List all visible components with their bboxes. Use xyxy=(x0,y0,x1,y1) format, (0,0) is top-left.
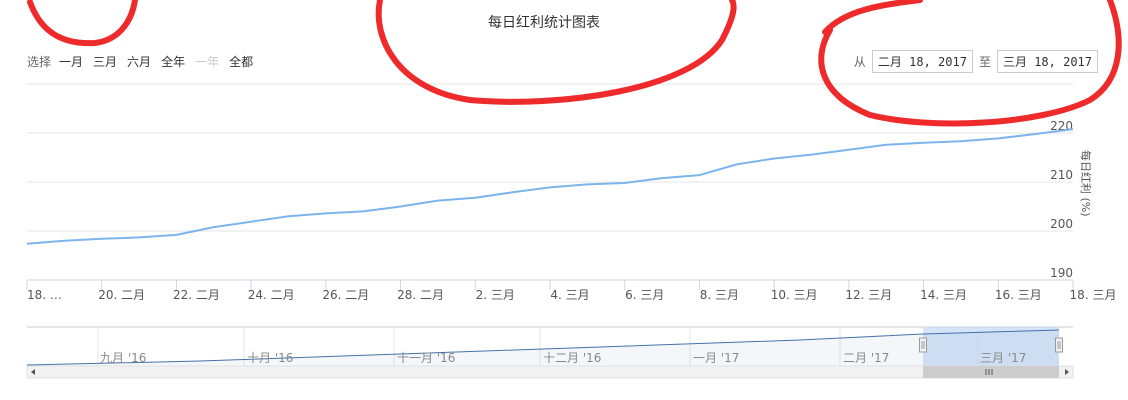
x-tick-label: 18. … xyxy=(27,288,62,302)
navigator-label: 一月 '17 xyxy=(693,351,739,365)
x-tick-label: 22. 二月 xyxy=(173,288,220,302)
navigator-series-area xyxy=(27,330,1059,366)
y-tick-label: 190 xyxy=(1050,266,1073,280)
range-selector-label: 选择 xyxy=(27,54,52,69)
navigator-label: 十一月 '16 xyxy=(397,351,455,365)
x-tick-label: 10. 三月 xyxy=(771,288,818,302)
range-button-ytd[interactable]: 全年 xyxy=(161,54,186,69)
scrollbar-track[interactable] xyxy=(26,365,1074,379)
range-button-1m[interactable]: 一月 xyxy=(59,54,84,69)
grid-lines xyxy=(27,83,1073,281)
from-date-input[interactable]: 二月 18, 2017 xyxy=(871,50,973,73)
x-tick-label: 8. 三月 xyxy=(700,288,739,302)
navigator-label: 九月 '16 xyxy=(100,351,146,365)
x-tick-label: 4. 三月 xyxy=(550,288,589,302)
navigator-label: 三月 '17 xyxy=(980,351,1026,365)
navigator-label: 二月 '17 xyxy=(843,351,889,365)
range-button-1y[interactable]: 一年 xyxy=(195,54,220,69)
navigator-label: 十二月 '16 xyxy=(543,351,601,365)
x-tick-label: 24. 二月 xyxy=(248,288,295,302)
scrollbar-thumb[interactable] xyxy=(923,366,1059,378)
red-annotation-stroke xyxy=(818,0,1122,127)
navigator[interactable]: 九月 '16 十月 '16 十一月 '16 十二月 '16 一月 '17 二月 '17 三月… xyxy=(26,326,1073,366)
series-line xyxy=(26,128,1074,245)
range-button-3m[interactable]: 三月 xyxy=(93,54,118,69)
x-tick-label: 14. 三月 xyxy=(920,288,967,302)
x-tick-label: 16. 三月 xyxy=(995,288,1042,302)
red-annotation-stroke xyxy=(27,0,138,47)
range-selector: 选择 一月 三月 六月 全年 一年 全都 xyxy=(27,51,259,71)
x-tick-label: 20. 二月 xyxy=(98,288,145,302)
series-line-path xyxy=(26,128,1074,245)
from-label: 从 xyxy=(853,55,866,69)
scrollbar[interactable] xyxy=(26,365,1074,379)
range-button-6m[interactable]: 六月 xyxy=(127,54,152,69)
range-button-all[interactable]: 全都 xyxy=(229,54,254,69)
to-label: 至 xyxy=(978,55,991,69)
red-annotation-stroke xyxy=(375,0,737,105)
navigator-label: 十月 '16 xyxy=(247,351,293,365)
navigator-right-handle[interactable] xyxy=(1055,337,1063,353)
x-tick-label: 12. 三月 xyxy=(845,288,892,302)
x-tick-label: 28. 二月 xyxy=(397,288,444,302)
y-tick-label: 210 xyxy=(1050,168,1073,182)
x-tick-label: 2. 三月 xyxy=(476,288,515,302)
date-range-inputs: 从 二月 18, 2017 至 三月 18, 2017 xyxy=(848,50,1098,73)
y-axis-label: 每日红利 (%) xyxy=(1079,150,1093,217)
chart-title: 每日红利统计图表 xyxy=(488,15,600,31)
navigator-left-handle[interactable] xyxy=(919,337,927,353)
to-date-input[interactable]: 三月 18, 2017 xyxy=(996,50,1098,73)
red-annotation-stroke xyxy=(822,0,923,35)
x-tick-label: 18. 三月 xyxy=(1070,288,1117,302)
scroll-left-arrow-icon[interactable] xyxy=(31,369,35,375)
scroll-right-arrow-icon[interactable] xyxy=(1065,369,1069,375)
x-axis: 18. … 20. 二月 22. 二月 24. 二月 26. 二月 28. 二月 2. 三月… xyxy=(26,280,1117,302)
y-tick-label: 200 xyxy=(1050,217,1073,231)
x-tick-label: 6. 三月 xyxy=(625,288,664,302)
navigator-series-line xyxy=(26,329,1060,366)
x-tick-label: 26. 二月 xyxy=(322,288,369,302)
